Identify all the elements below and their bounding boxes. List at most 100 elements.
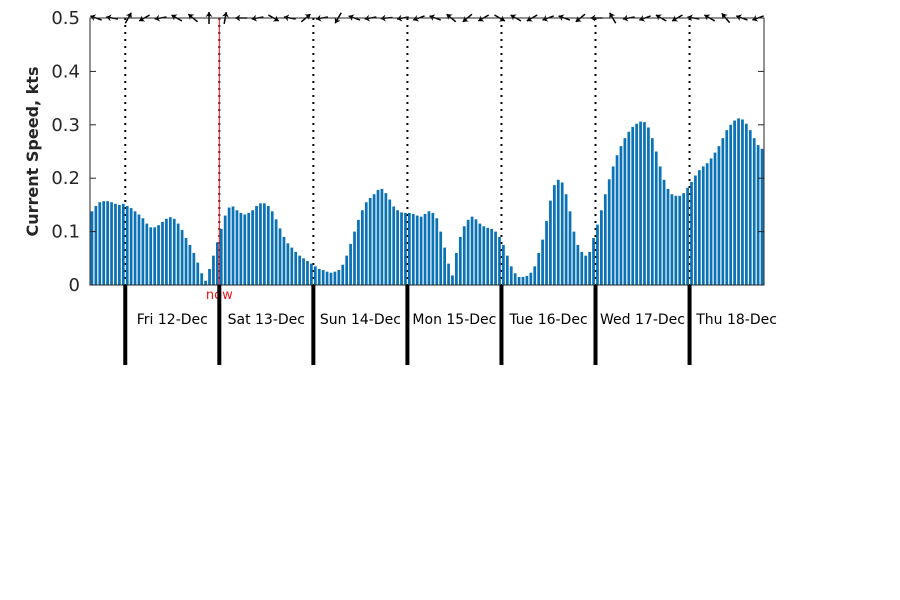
speed-bar [603,194,607,285]
speed-bar [157,225,160,285]
speed-bar [337,270,341,285]
speed-bar [576,244,580,285]
speed-bar [505,255,509,285]
speed-bar [643,122,646,285]
speed-bar [509,266,513,285]
speed-bar [552,185,556,285]
speed-bar [204,280,207,285]
speed-bar [431,212,435,285]
speed-bar [592,238,595,285]
speed-bar [635,123,639,285]
speed-bar [502,244,505,285]
speed-bar [717,146,721,285]
speed-bar [615,155,619,285]
speed-bar [106,201,109,285]
speed-bar [455,252,458,285]
speed-bar [329,272,333,285]
day-label: Wed 17-Dec [600,312,685,328]
y-tick-label: 0.4 [51,61,80,82]
speed-bar [90,211,94,285]
speed-bar [333,271,337,285]
y-tick-label: 0.3 [51,115,80,136]
speed-bar [400,212,403,285]
speed-bar [752,138,756,285]
speed-bar [705,163,709,285]
speed-bars [90,118,764,286]
speed-bar [200,273,204,285]
speed-bar [682,193,686,285]
speed-bar [149,227,153,285]
speed-bar [353,231,356,285]
speed-bar [541,239,544,285]
speed-bar [419,216,423,285]
speed-bar [376,189,380,285]
speed-bar [439,231,443,285]
speed-bar [302,258,305,285]
speed-bar [349,243,352,285]
speed-bar [114,203,117,285]
speed-bar [427,211,431,285]
speed-bar [729,124,733,285]
speed-bar [290,247,294,285]
speed-bar [607,179,611,285]
speed-bar [713,152,717,285]
speed-bar [588,251,591,285]
speed-bar [345,255,349,285]
speed-bar [639,121,642,285]
speed-bar [627,131,631,285]
speed-bar [208,268,211,285]
y-tick-label: 0 [69,275,80,296]
speed-bar [482,226,486,285]
speed-bar [227,207,231,285]
speed-bar [623,138,627,285]
speed-bar [110,202,113,285]
speed-bar [407,212,411,285]
speed-bar [415,215,419,285]
speed-bar [549,200,552,285]
speed-bar [658,166,662,285]
speed-bar [701,166,705,285]
speed-bar [306,260,309,285]
speed-bar [486,227,490,285]
speed-bar [674,195,678,285]
speed-bar [404,212,407,285]
speed-bar [662,179,666,285]
speed-bar [568,211,572,285]
speed-bar [357,219,360,285]
speed-bar [490,228,494,285]
speed-bar [239,212,243,285]
speed-bar [721,138,725,285]
speed-bar [388,199,392,285]
speed-bar [192,252,196,285]
speed-bar [396,210,399,285]
speed-bar [733,120,736,285]
speed-bar [725,130,729,285]
speed-bar [513,273,517,285]
speed-bar [631,126,635,285]
speed-bar [560,182,564,285]
speed-bar [219,228,223,285]
speed-bar [251,210,254,285]
speed-bar [600,210,603,285]
speed-bar [165,218,168,285]
speed-bar [172,218,176,285]
speed-bar [709,158,713,285]
day-label: Sun 14-Dec [320,312,401,328]
speed-bar [392,206,396,285]
speed-bar [286,243,290,285]
speed-bar [360,210,364,285]
speed-bar [274,219,278,285]
speed-bar [102,201,106,285]
speed-bar [517,276,521,285]
speed-bar [647,127,650,285]
day-label: Mon 15-Dec [412,312,496,328]
speed-bar [384,193,388,285]
speed-bar [458,236,462,285]
speed-bar [270,211,274,285]
speed-bar [317,268,321,285]
speed-bar [372,194,376,285]
speed-bar [313,266,317,285]
speed-bar [184,238,188,285]
speed-bar [478,223,482,285]
speed-bar [741,119,744,286]
